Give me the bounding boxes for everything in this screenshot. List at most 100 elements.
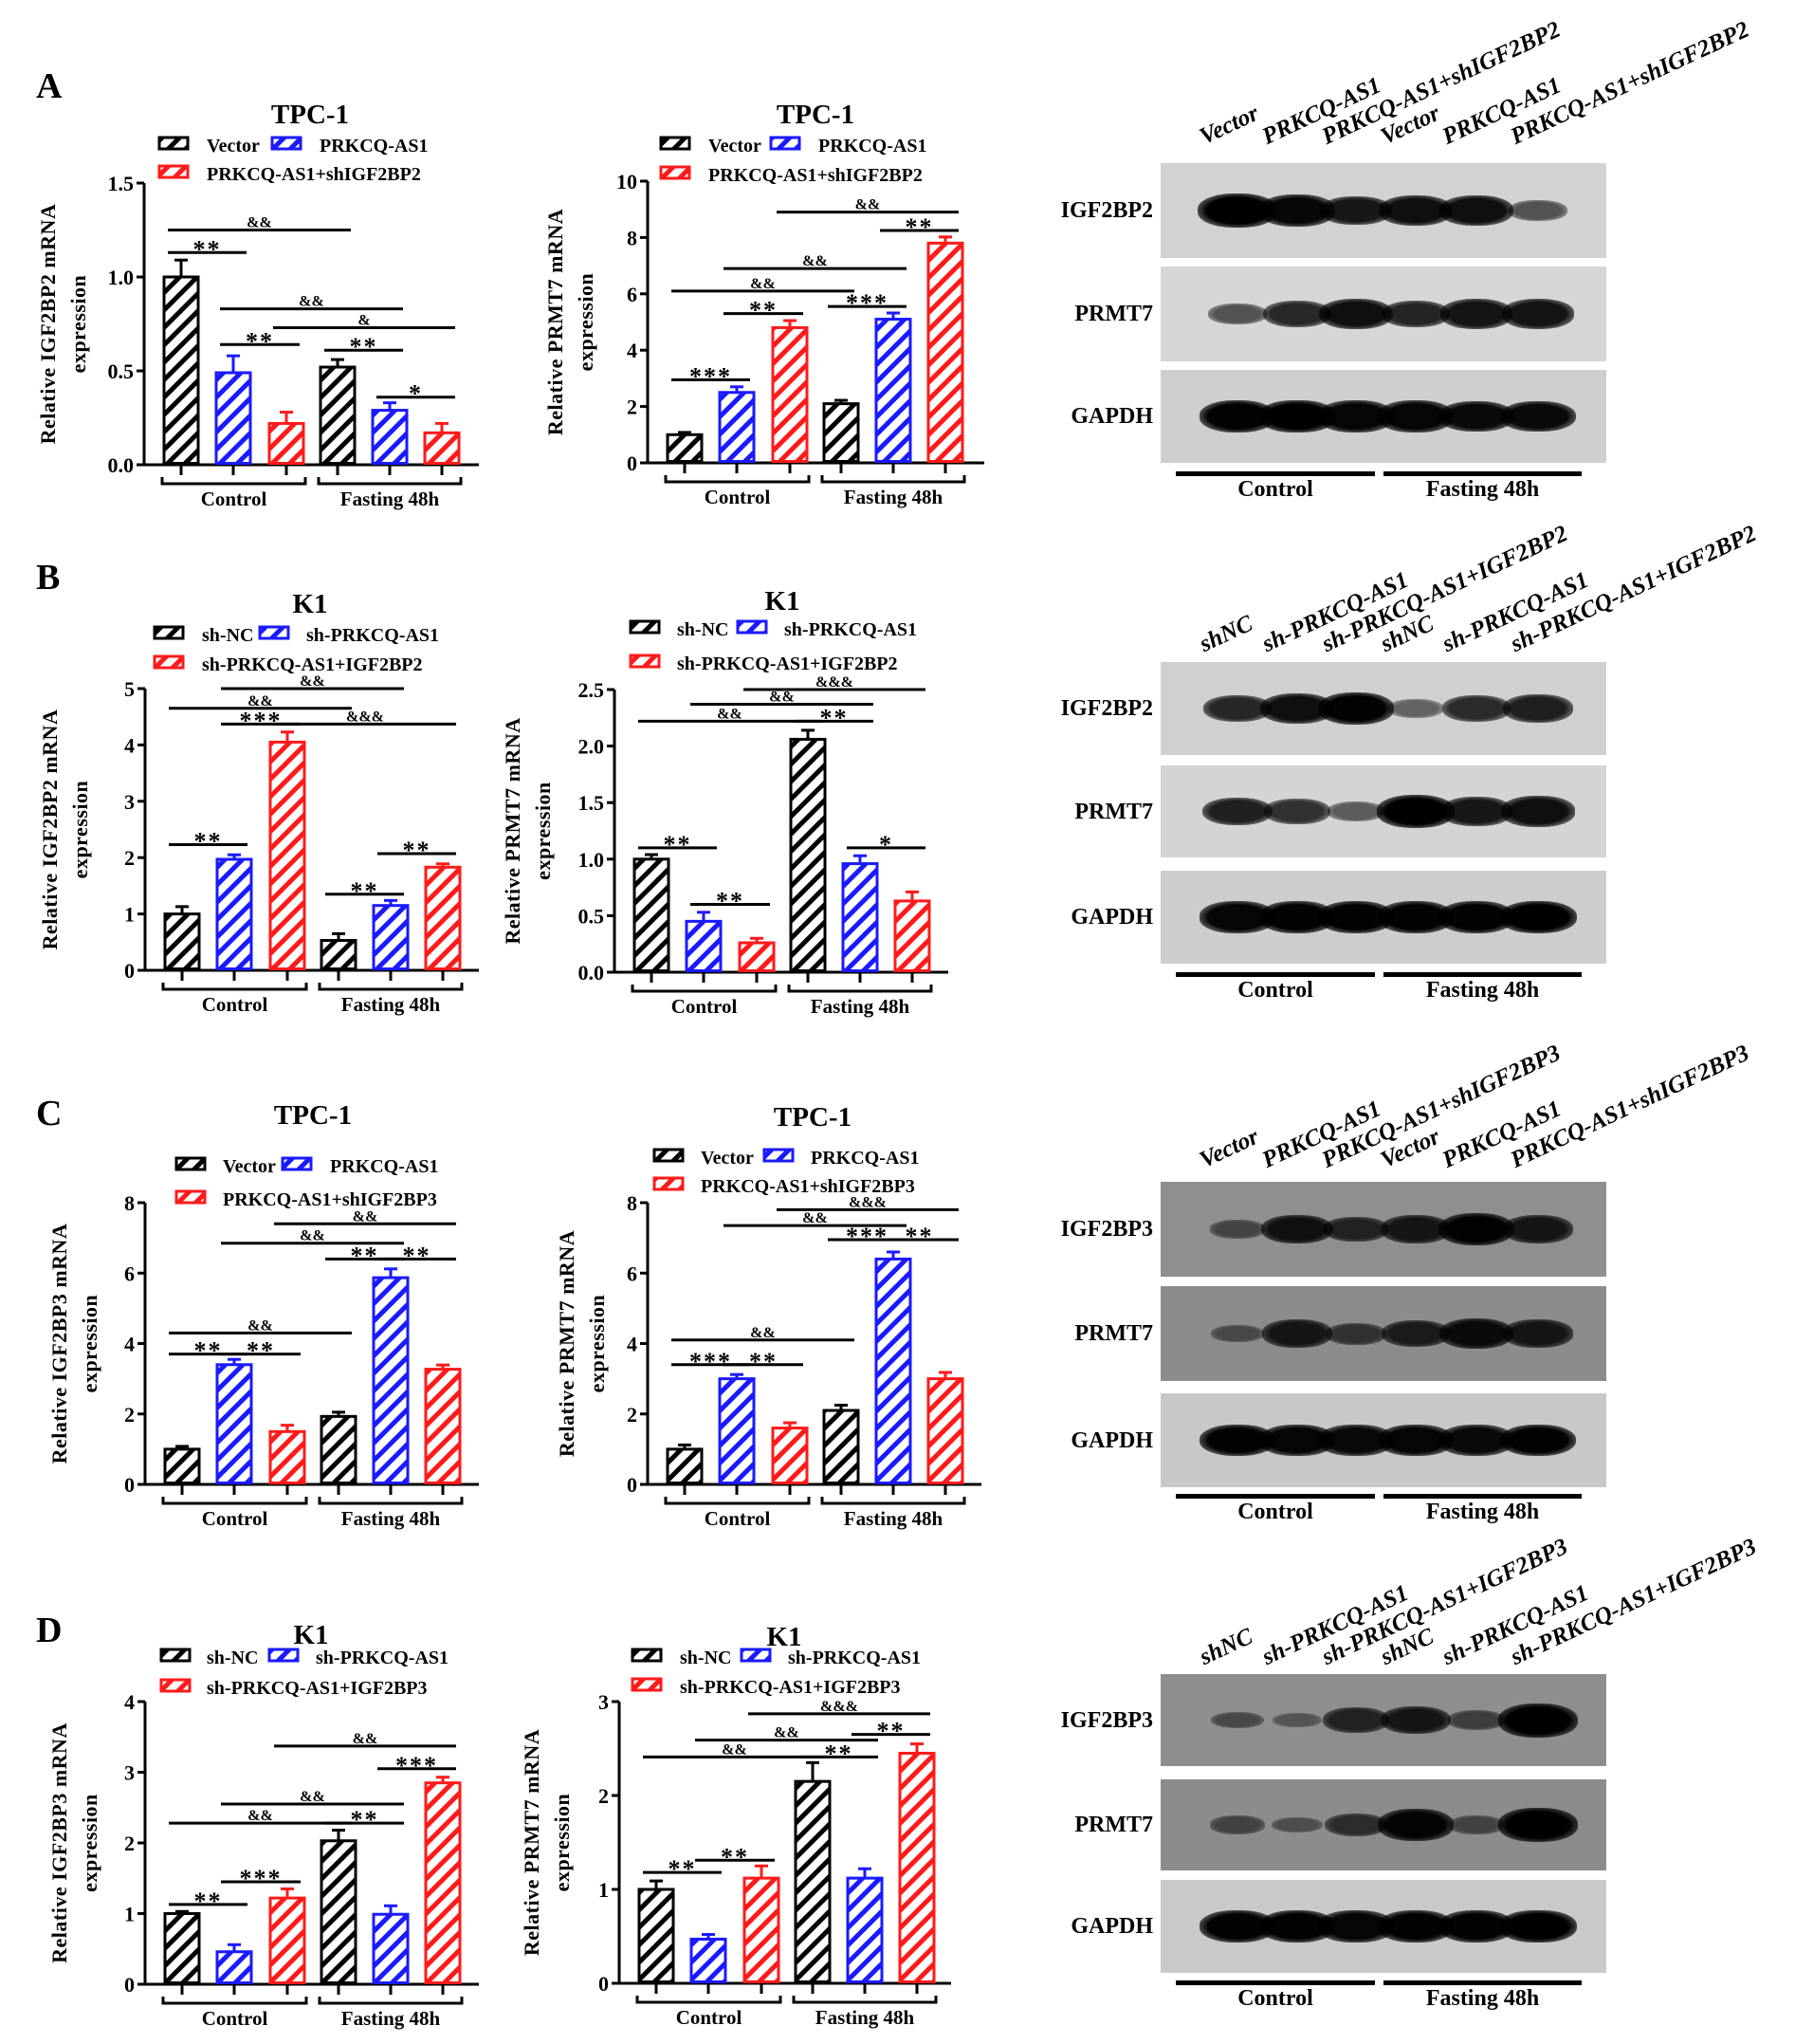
significance-annotation: *** <box>828 1223 907 1250</box>
group-label: Fasting 48h <box>815 2006 915 2029</box>
significance-stars: ** <box>403 1242 431 1269</box>
bar <box>319 365 357 466</box>
significance-annotation: ** <box>221 1337 301 1365</box>
significance-stars: ** <box>351 877 379 905</box>
significance-annotation: ** <box>690 887 770 914</box>
y-axis-title-line2: expression <box>78 1295 101 1393</box>
significance-stars: *** <box>240 707 283 734</box>
y-axis-title-line2: expression <box>585 1295 609 1393</box>
blot-band <box>1273 1712 1322 1728</box>
significance-stars: ** <box>351 1242 379 1269</box>
blot-strip <box>1161 1880 1606 1973</box>
legend-item: Vector <box>652 1148 754 1169</box>
legend-item: sh-PRKCQ-AS1+IGF2BP2 <box>153 654 423 675</box>
blot-band <box>1323 1216 1389 1243</box>
blot-band <box>1440 797 1512 826</box>
y-tick-label: 2 <box>124 846 135 870</box>
significance-annotation: & <box>273 312 455 329</box>
significance-annotation: &&& <box>274 709 456 726</box>
legend-item: sh-PRKCQ-AS1 <box>736 619 917 640</box>
blot-band <box>1439 299 1513 329</box>
blot-band <box>1438 1213 1515 1245</box>
bar <box>320 1414 357 1485</box>
significance-stars: ** <box>716 887 744 914</box>
significance-annotation: && <box>690 689 873 706</box>
y-tick-label: 2 <box>627 396 637 419</box>
blot-strip <box>1161 1393 1606 1487</box>
y-tick-label: 0 <box>627 1473 637 1497</box>
significance-annotation: && <box>638 706 821 723</box>
significance-ampersands: && <box>353 1731 378 1747</box>
blot-strip <box>1161 662 1606 755</box>
bar <box>268 740 306 970</box>
significance-stars: ** <box>721 1843 749 1870</box>
bar <box>742 1876 780 1983</box>
bar <box>685 919 723 972</box>
legend-swatch <box>652 1148 685 1163</box>
bar <box>689 1937 727 1983</box>
y-tick-label: 4 <box>124 733 135 757</box>
significance-annotation: * <box>847 831 925 858</box>
y-tick-label: 0.5 <box>108 359 135 383</box>
blot-strip <box>1161 267 1606 361</box>
y-tick-label: 8 <box>627 226 637 249</box>
legend-item: PRKCQ-AS1 <box>270 136 428 157</box>
significance-ampersands: && <box>353 1208 378 1225</box>
blot-band <box>1319 298 1393 330</box>
significance-ampersands: &&& <box>849 1194 887 1210</box>
protein-label: PRMT7 <box>1074 1813 1153 1837</box>
group-label: Fasting 48h <box>844 1507 943 1530</box>
significance-annotation: ** <box>638 831 717 858</box>
bar <box>718 1377 756 1484</box>
y-axis-title: Relative PRMT7 mRNA <box>543 209 567 435</box>
legend-label: Vector <box>207 136 260 157</box>
legend-swatch <box>159 1678 192 1693</box>
significance-stars: *** <box>689 362 732 390</box>
y-tick-label: 0 <box>124 959 135 983</box>
bar <box>320 939 357 971</box>
bar <box>268 1896 306 1984</box>
blot-band <box>1503 1215 1573 1243</box>
bar <box>718 391 756 463</box>
significance-ampersands: &&& <box>820 1699 858 1715</box>
significance-stars: ** <box>246 327 274 355</box>
significance-annotation: && <box>221 1228 404 1245</box>
y-tick-label: 6 <box>627 283 637 306</box>
blot-band <box>1503 1319 1573 1348</box>
significance-ampersands: && <box>300 1228 325 1244</box>
legend-item: sh-PRKCQ-AS1 <box>258 625 439 646</box>
bar <box>162 275 200 465</box>
group-bracket <box>787 985 933 993</box>
legend-item: sh-NC <box>631 1648 731 1668</box>
legend-swatch <box>631 1648 663 1663</box>
significance-stars: * <box>879 831 893 858</box>
y-tick-label: 1 <box>598 1878 609 1902</box>
group-label: Fasting 48h <box>341 1507 441 1530</box>
legend-label: PRKCQ-AS1 <box>818 136 926 157</box>
bar <box>424 1781 462 1985</box>
significance-stars: ** <box>664 831 692 858</box>
bar <box>372 1912 410 1984</box>
group-label: Control <box>201 488 267 510</box>
blot-band <box>1317 692 1395 725</box>
significance-annotation: && <box>671 1325 854 1342</box>
bar <box>794 1779 832 1984</box>
blot-band <box>1210 1220 1265 1239</box>
significance-annotation: ** <box>795 704 873 731</box>
bar <box>423 431 461 465</box>
significance-annotation: *** <box>671 362 750 390</box>
y-axis-title: Relative PRMT7 mRNA <box>520 1729 543 1956</box>
significance-ampersands: && <box>774 1725 799 1741</box>
y-axis-title-line2: expression <box>574 273 597 372</box>
y-axis-title-line2: expression <box>68 781 92 879</box>
significance-stars: ** <box>749 1348 778 1375</box>
significance-stars: *** <box>395 1752 438 1779</box>
bar <box>371 409 409 465</box>
y-tick-label: 8 <box>627 1191 637 1215</box>
significance-stars: * <box>409 380 423 408</box>
bar <box>267 421 305 466</box>
significance-annotation: ** <box>325 1242 404 1269</box>
legend-item: PRKCQ-AS1+shIGF2BP2 <box>157 164 421 185</box>
